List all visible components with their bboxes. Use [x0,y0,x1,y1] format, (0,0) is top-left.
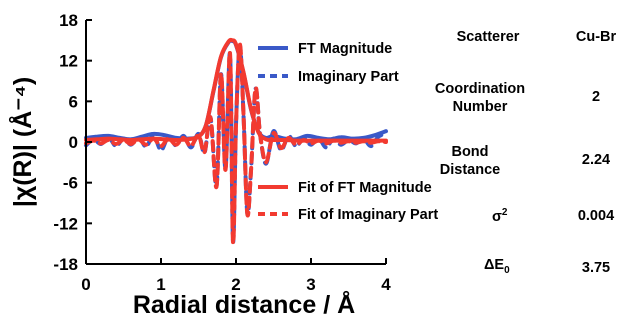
y-axis-title: |χ(R)| (Å⁻⁴) [8,77,37,207]
y-tick-label-0: 18 [59,11,78,30]
delta-e-subscript: 0 [504,264,510,276]
row-coordination-label-line1: Coordination [434,81,526,97]
legend: FT Magnitude Imaginary Part Fit of FT Magn… [258,41,438,223]
delta-e-symbol: ΔE [484,257,505,273]
sigma-exponent: 2 [501,207,508,218]
legend-label-2: Fit of FT Magnitude [298,180,432,196]
x-tick-label-3: 3 [306,275,315,294]
row-de0-label: ΔE0 [484,256,532,280]
x-tick-label-1: 1 [156,275,165,294]
x-tick-label-4: 4 [381,275,391,294]
row-sigma-value: 0.004 [577,208,615,224]
sigma-symbol: σ [492,208,502,225]
table-header-value: Cu-Br [575,29,617,45]
row-bond-label: Bond Distance [430,143,510,179]
y-tick-label-4: -6 [63,174,78,193]
x-tick-label-2: 2 [231,275,240,294]
row-de0-value: 3.75 [581,260,611,276]
legend-label-3: Fit of Imaginary Part [298,207,438,223]
y-tick-label-3: 0 [69,133,78,152]
x-tick-label-0: 0 [81,275,90,294]
row-bond-value: 2.24 [581,152,611,168]
series-line-3 [84,42,388,246]
row-coordination-value: 2 [591,89,601,105]
y-tick-label-1: 12 [59,52,78,71]
y-tick-label-5: -12 [53,214,78,233]
y-tick-label-2: 6 [69,92,78,111]
row-coordination-label-line2: Number [452,99,508,115]
y-tick-label-6: -18 [53,255,78,274]
row-sigma-label: σ2 [492,204,532,226]
row-bond-label-line1: Bond [451,144,489,160]
table-header-label: Scatterer [456,29,520,45]
row-bond-label-line2: Distance [439,162,501,178]
row-coordination-label: Coordination Number [420,80,540,116]
legend-label-1: Imaginary Part [298,69,399,85]
legend-label-0: FT Magnitude [298,41,392,57]
plot-marks [84,37,388,246]
x-axis-title: Radial distance / Å [133,290,355,319]
